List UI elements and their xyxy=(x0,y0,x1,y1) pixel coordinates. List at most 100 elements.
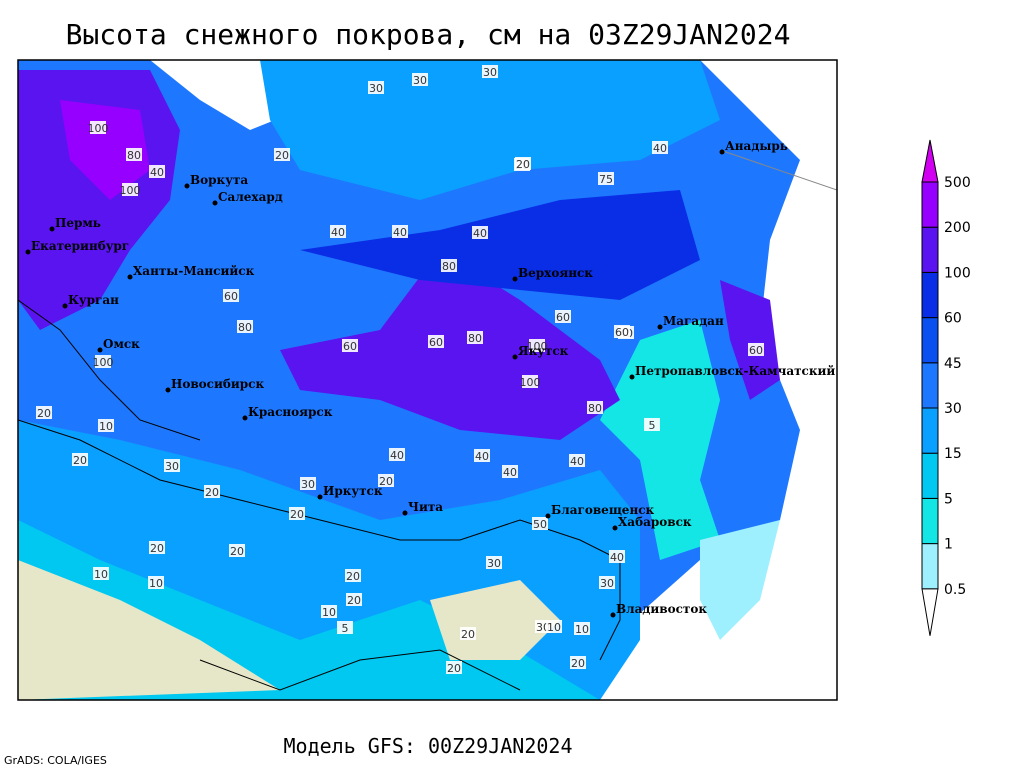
contour-label-bg xyxy=(36,406,52,419)
contour-label: 20 xyxy=(516,158,530,171)
contour-label-bg xyxy=(467,331,483,344)
legend-label: 1 xyxy=(944,537,953,553)
legend-label: 30 xyxy=(944,401,962,417)
city-label: Пермь xyxy=(55,216,101,230)
city-dot xyxy=(512,276,518,282)
contour-label-bg xyxy=(441,259,457,272)
contour-label: 10 xyxy=(547,621,561,634)
city-dot xyxy=(242,415,248,421)
contour-label: 40 xyxy=(475,450,489,463)
contour-label-bg xyxy=(569,454,585,467)
contour-label: 40 xyxy=(503,466,517,479)
contour-label-bg xyxy=(609,550,625,563)
contour-label: 30 xyxy=(165,460,179,473)
contour-label-bg xyxy=(148,576,164,589)
city-dot xyxy=(62,303,68,309)
contour-label: 5 xyxy=(342,622,349,635)
contour-label: 30 xyxy=(600,577,614,590)
contour-label-bg xyxy=(330,225,346,238)
contour-label: 75 xyxy=(599,173,613,186)
legend-swatch xyxy=(921,271,939,319)
zone-1-5 xyxy=(600,320,720,560)
contour-label-bg xyxy=(644,418,660,431)
legend-label: 100 xyxy=(944,265,971,281)
contour-label-bg xyxy=(652,141,668,154)
contour-label-bg xyxy=(614,325,630,338)
legend-label: 45 xyxy=(944,356,962,372)
contour-label-bg xyxy=(748,343,764,356)
zone-200-500 xyxy=(60,100,150,200)
legend-swatch xyxy=(921,497,939,545)
legend-label: 0.5 xyxy=(944,582,966,598)
contour-label-bg xyxy=(289,507,305,520)
contour-label: 40 xyxy=(393,226,407,239)
contour-label: 100 xyxy=(527,340,548,353)
contour-label: 30 xyxy=(483,66,497,79)
legend-swatch xyxy=(921,407,939,454)
contour-label: 80 xyxy=(468,332,482,345)
city-dot xyxy=(719,149,725,155)
city-dot xyxy=(127,274,133,280)
contour-label: 20 xyxy=(290,508,304,521)
legend-label: 60 xyxy=(944,311,962,327)
contour-label: 40 xyxy=(473,227,487,240)
contour-label: 10 xyxy=(99,420,113,433)
contour-label: 100 xyxy=(520,376,541,389)
contour-label: 20 xyxy=(571,657,585,670)
city-dot xyxy=(317,494,323,500)
contour-label: 40 xyxy=(610,551,624,564)
contour-label-bg xyxy=(149,165,165,178)
contour-label-bg xyxy=(428,335,444,348)
contour-label-bg xyxy=(599,576,615,589)
contour-label: 40 xyxy=(653,142,667,155)
zone-15-30 xyxy=(260,60,720,200)
contour-label: 5 xyxy=(649,419,656,432)
contour-label: 60 xyxy=(224,290,238,303)
contour-label: 20 xyxy=(461,628,475,641)
contour-label-bg xyxy=(90,121,106,134)
city-label: Курган xyxy=(68,293,119,307)
contour-label-bg xyxy=(474,449,490,462)
contour-label-bg xyxy=(346,593,362,606)
contour-label-bg xyxy=(389,448,405,461)
legend-swatch xyxy=(921,543,939,590)
contour-label-bg xyxy=(204,485,220,498)
contour-label: 40 xyxy=(150,166,164,179)
contour-label-bg xyxy=(598,172,614,185)
city-label: Хабаровск xyxy=(618,515,692,529)
zone-100-200 xyxy=(720,280,780,400)
legend-label: 200 xyxy=(944,220,971,236)
zone-05-1 xyxy=(700,520,780,640)
contour-label: 10 xyxy=(94,568,108,581)
city-dot xyxy=(612,525,618,531)
contour-label-bg xyxy=(522,375,538,388)
contour-label: 60 xyxy=(615,326,629,339)
contour-label-bg xyxy=(164,459,180,472)
contour-label-bg xyxy=(300,477,316,490)
city-label: Анадырь xyxy=(725,139,788,153)
contour-label-bg xyxy=(482,65,498,78)
legend-swatch xyxy=(921,362,939,409)
contour-label-bg xyxy=(570,656,586,669)
contour-label-bg xyxy=(515,157,531,170)
contour-label: 20 xyxy=(73,454,87,467)
city-label: Магадан xyxy=(663,314,724,328)
contour-label-bg xyxy=(546,620,562,633)
border xyxy=(199,649,521,691)
contour-label: 60 xyxy=(343,340,357,353)
contour-label-bg xyxy=(237,320,253,333)
legend-triangle xyxy=(921,139,939,183)
city-dot xyxy=(165,387,171,393)
contour-label-bg xyxy=(229,544,245,557)
contour-label-bg xyxy=(502,465,518,478)
contour-label-bg xyxy=(587,401,603,414)
city-dot xyxy=(97,347,103,353)
city-dot xyxy=(402,510,408,516)
city-label: Якутск xyxy=(518,344,569,358)
border xyxy=(18,419,621,661)
city-label: Иркутск xyxy=(323,484,383,498)
contour-label-bg xyxy=(460,627,476,640)
contour-label: 60 xyxy=(429,336,443,349)
contour-label: 40 xyxy=(570,455,584,468)
